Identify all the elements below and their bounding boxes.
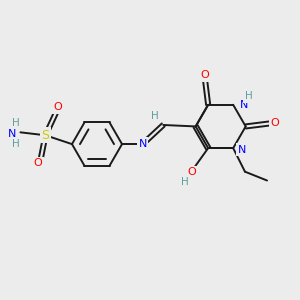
Text: O: O [53, 102, 62, 112]
Text: N: N [240, 100, 248, 110]
Text: S: S [41, 129, 50, 142]
Text: O: O [188, 167, 196, 177]
Text: O: O [201, 70, 210, 80]
Text: N: N [139, 139, 147, 149]
Text: O: O [271, 118, 280, 128]
Text: O: O [34, 158, 43, 168]
Text: H: H [181, 177, 188, 187]
Text: N: N [8, 129, 16, 139]
Text: H: H [244, 91, 252, 101]
Text: N: N [238, 145, 246, 154]
Text: H: H [12, 139, 20, 149]
Text: H: H [151, 111, 158, 121]
Text: H: H [12, 118, 20, 128]
